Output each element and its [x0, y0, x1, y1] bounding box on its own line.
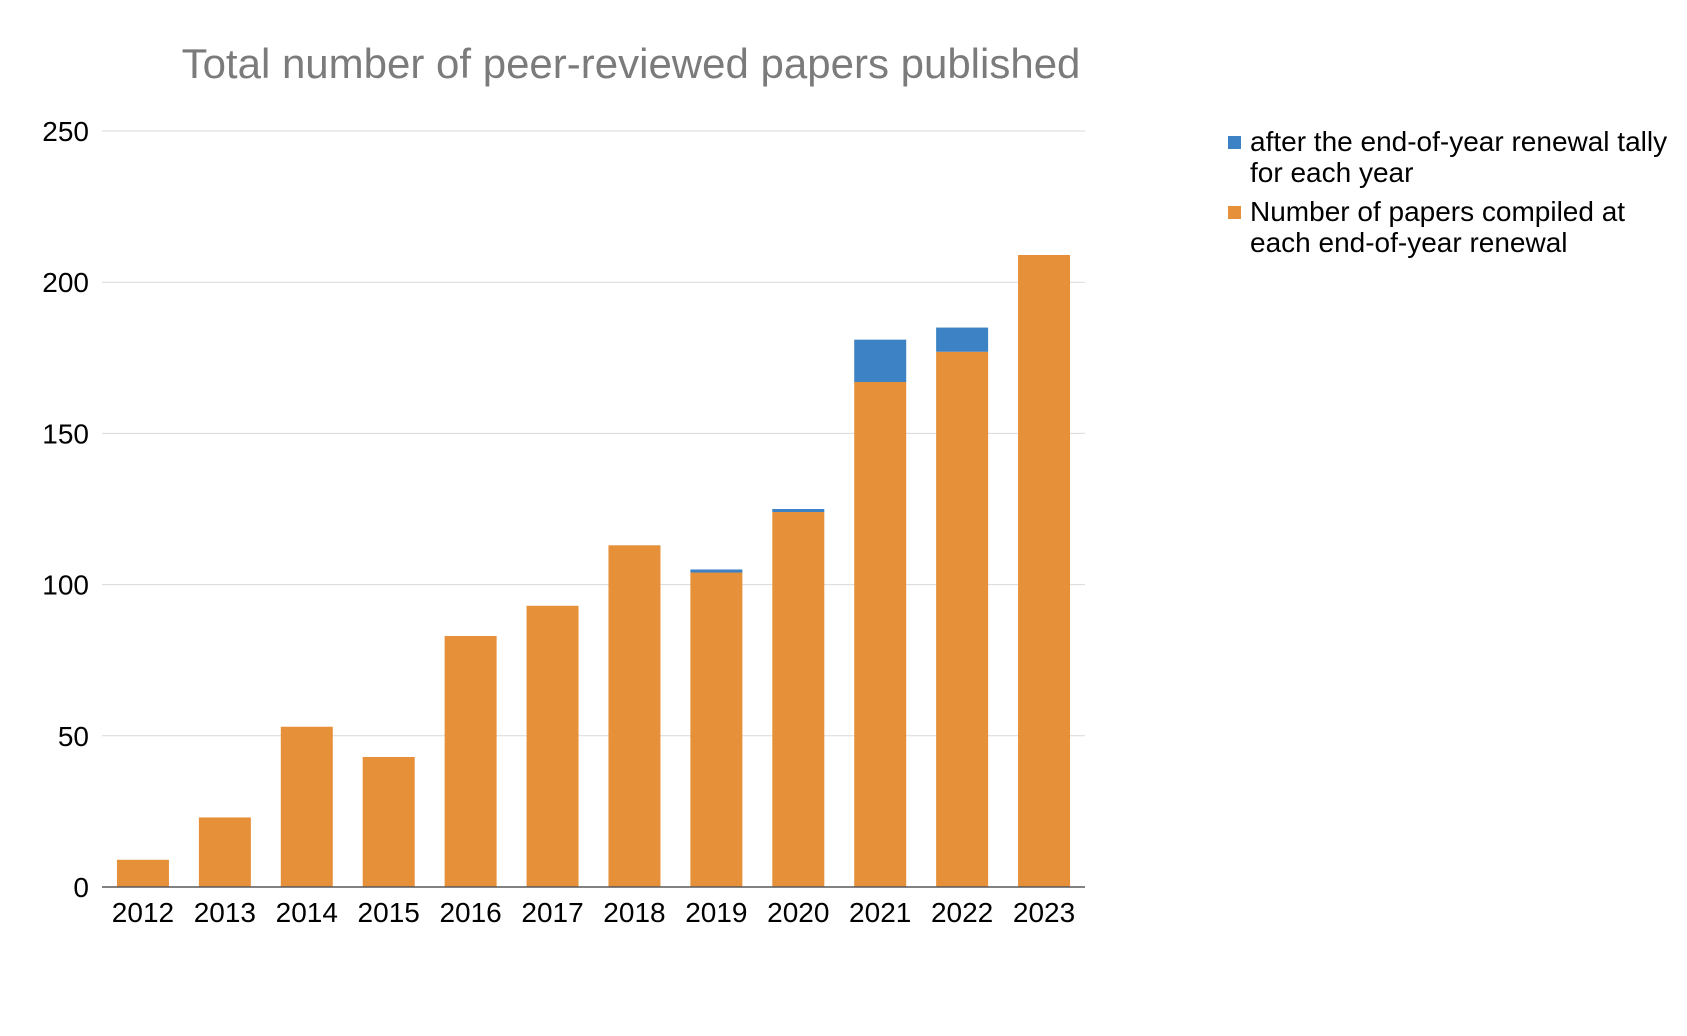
legend-swatch-orange: [1228, 206, 1241, 219]
bar-after-renewal-2020: [772, 509, 825, 513]
y-tick-label-0: 0: [73, 872, 89, 903]
bar-end-of-year-2016: [444, 636, 497, 887]
bar-end-of-year-2020: [772, 512, 825, 887]
gridlines: [102, 130, 1085, 737]
bar-end-of-year-2023: [1018, 254, 1071, 887]
bar-end-of-year-2015: [362, 756, 415, 887]
chart-title: Total number of peer-reviewed papers pub…: [181, 40, 1081, 87]
legend-swatch-blue: [1228, 136, 1241, 149]
bars: [116, 254, 1071, 887]
x-tick-label-2013: 2013: [194, 897, 256, 928]
y-tick-label-100: 100: [42, 570, 89, 601]
x-tick-label-2014: 2014: [276, 897, 338, 928]
y-tick-label-50: 50: [58, 721, 89, 752]
legend-item-after-renewal: after the end-of-year renewal tally for …: [1228, 126, 1678, 188]
x-tick-label-2023: 2023: [1013, 897, 1075, 928]
y-tick-label-150: 150: [42, 418, 89, 449]
x-tick-label-2021: 2021: [849, 897, 911, 928]
bar-after-renewal-2022: [936, 327, 989, 352]
x-tick-label-2022: 2022: [931, 897, 993, 928]
axes: 0 50 100 150 200 250 2012 2013 2014 2015 2016 2017 2…: [42, 116, 1085, 928]
bar-end-of-year-2021: [854, 381, 907, 887]
x-tick-label-2018: 2018: [603, 897, 665, 928]
y-tick-label-250: 250: [42, 116, 89, 147]
bar-end-of-year-2014: [280, 726, 333, 887]
bar-end-of-year-2022: [936, 351, 989, 887]
bar-end-of-year-2017: [526, 605, 579, 887]
legend-label-after-renewal: after the end-of-year renewal tally for …: [1250, 126, 1668, 188]
bar-after-renewal-2019: [690, 569, 743, 573]
legend: after the end-of-year renewal tally for …: [1228, 126, 1678, 266]
legend-item-end-of-year: Number of papers compiled at each end-of…: [1228, 196, 1678, 258]
bar-end-of-year-2012: [116, 859, 169, 887]
bar-end-of-year-2013: [198, 817, 251, 887]
x-tick-label-2012: 2012: [112, 897, 174, 928]
y-tick-label-200: 200: [42, 267, 89, 298]
x-tick-label-2016: 2016: [439, 897, 501, 928]
bar-end-of-year-2019: [690, 572, 743, 887]
x-tick-label-2015: 2015: [358, 897, 420, 928]
legend-label-end-of-year: Number of papers compiled at each end-of…: [1250, 196, 1626, 258]
x-tick-label-2020: 2020: [767, 897, 829, 928]
x-tick-label-2019: 2019: [685, 897, 747, 928]
bar-after-renewal-2021: [854, 339, 907, 382]
bar-end-of-year-2018: [608, 545, 661, 887]
x-tick-label-2017: 2017: [521, 897, 583, 928]
